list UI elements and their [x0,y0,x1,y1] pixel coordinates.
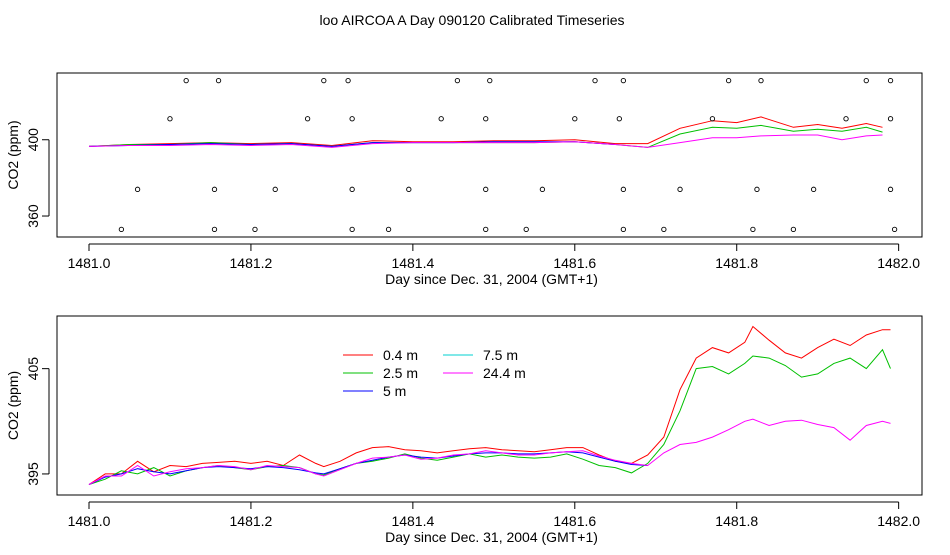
panel1-x-tick-label: 1482.0 [877,255,920,271]
panel1-marker-point [211,186,218,192]
panel1-y-tick-label: 400 [25,128,41,152]
panel1-marker-point [620,226,627,233]
panel2-series-5-m-line [88,451,648,485]
panel1-marker-point [620,77,627,84]
panel1-x-tick-label: 1481.4 [391,255,434,271]
panel1-marker-point [272,186,278,192]
panel1-x-axis-label: Day since Dec. 31, 2004 (GMT+1) [385,271,598,287]
panel1-marker-point [758,77,764,84]
panel1-marker-point [725,77,732,84]
panel1-marker-point [167,116,173,122]
panel1-marker-point [620,186,627,192]
panel2-x-tick-label: 1481.6 [553,513,596,529]
panel1-series-5-m-line [88,141,616,147]
panel2-series-24-4-m-line [88,418,891,485]
panel2-plot-frame [56,315,923,496]
panel1-marker-point [754,186,760,192]
panel1-marker-point [252,226,258,233]
panel1-marker-point [572,116,578,122]
panel1-series-24-4-m-line [88,134,883,148]
panel2-legend: 0.4 m 2.5 m 5 m 7.5 m 24.4 m [343,347,526,399]
panel2-legend-label-24-4-m: 24.4 m [483,365,526,381]
panel2-x-tick-label: 1481.2 [230,513,273,529]
panel1-marker-point [118,226,125,233]
panel1-marker-point [843,116,849,122]
panel1-marker-point [385,226,392,233]
panel1-marker-point [211,226,218,233]
panel2-y-tick-label: 405 [25,357,41,381]
panel1-marker-point [349,116,355,122]
panel1-marker-point [304,116,311,122]
panel2-y-axis-label: CO2 (ppm) [5,371,21,440]
panel1-plot-frame [56,72,923,238]
panel2-x-tick-label: 1481.4 [391,513,434,529]
panel2-y-tick-label: 395 [25,462,41,486]
panel1-marker-point [887,186,894,192]
panel1-marker-point [483,116,489,122]
panel1-marker-point [215,77,222,84]
panel1-y-axis-label: CO2 (ppm) [5,120,21,189]
panel1-marker-point [887,116,894,122]
panel1-marker-point [183,77,189,84]
panel1-marker-point [616,116,622,122]
panel1-marker-point [438,116,444,122]
panel1-marker-point [709,116,716,122]
panel2-group: 1481.0 1481.2 1481.4 1481.6 1481.8 1482.0 Day … [5,315,923,545]
panel1-marker-point [887,77,894,84]
panel1-marker-point [134,186,141,192]
panel1-marker-point [539,186,546,192]
panel2-legend-label-0-4-m: 0.4 m [383,347,418,363]
panel1-y-tick-label: 360 [25,204,41,228]
panel2-x-tick-label: 1481.0 [68,513,111,529]
panel1-marker-point [349,186,355,192]
panel1-marker-point [406,186,412,192]
panel2-series-0-4-m-line [88,325,891,485]
panel1-marker-point [810,186,817,192]
panel1-series-0-4-m-line [88,116,883,147]
panel1-marker-point [345,77,351,84]
panel1-x-tick-label: 1481.0 [68,255,111,271]
chart-title: loo AIRCOA A Day 090120 Calibrated Times… [319,12,624,28]
panel1-marker-point [863,77,869,84]
panel1-marker-point [677,186,683,192]
panel2-x-tick-label: 1481.8 [715,513,758,529]
panel1-marker-point [790,226,797,233]
panel1-x-tick-label: 1481.2 [230,255,273,271]
panel1-x-tick-label: 1481.8 [715,255,758,271]
panel1-marker-point [661,226,667,233]
panel1-marker-point [321,77,327,84]
panel1-marker-point [487,77,493,84]
panel1-marker-point [750,226,756,233]
panel1-marker-point [454,77,461,84]
panel2-x-tick-label: 1482.0 [877,513,920,529]
panel2-legend-label-7-5-m: 7.5 m [483,347,518,363]
panel1-marker-point [483,226,489,233]
panel2-x-axis-label: Day since Dec. 31, 2004 (GMT+1) [385,529,598,545]
panel1-marker-point [592,77,598,84]
panel2-legend-label-2-5-m: 2.5 m [383,365,418,381]
panel1-x-tick-label: 1481.6 [553,255,596,271]
panel1-group: 1481.0 1481.2 1481.4 1481.6 1481.8 1482.0 Day … [5,72,923,287]
panel1-marker-point [349,226,355,233]
panel2-legend-label-5-m: 5 m [383,383,406,399]
panel1-marker-point [891,226,898,233]
panel1-marker-point [523,226,529,233]
panel1-marker-point [483,186,489,192]
